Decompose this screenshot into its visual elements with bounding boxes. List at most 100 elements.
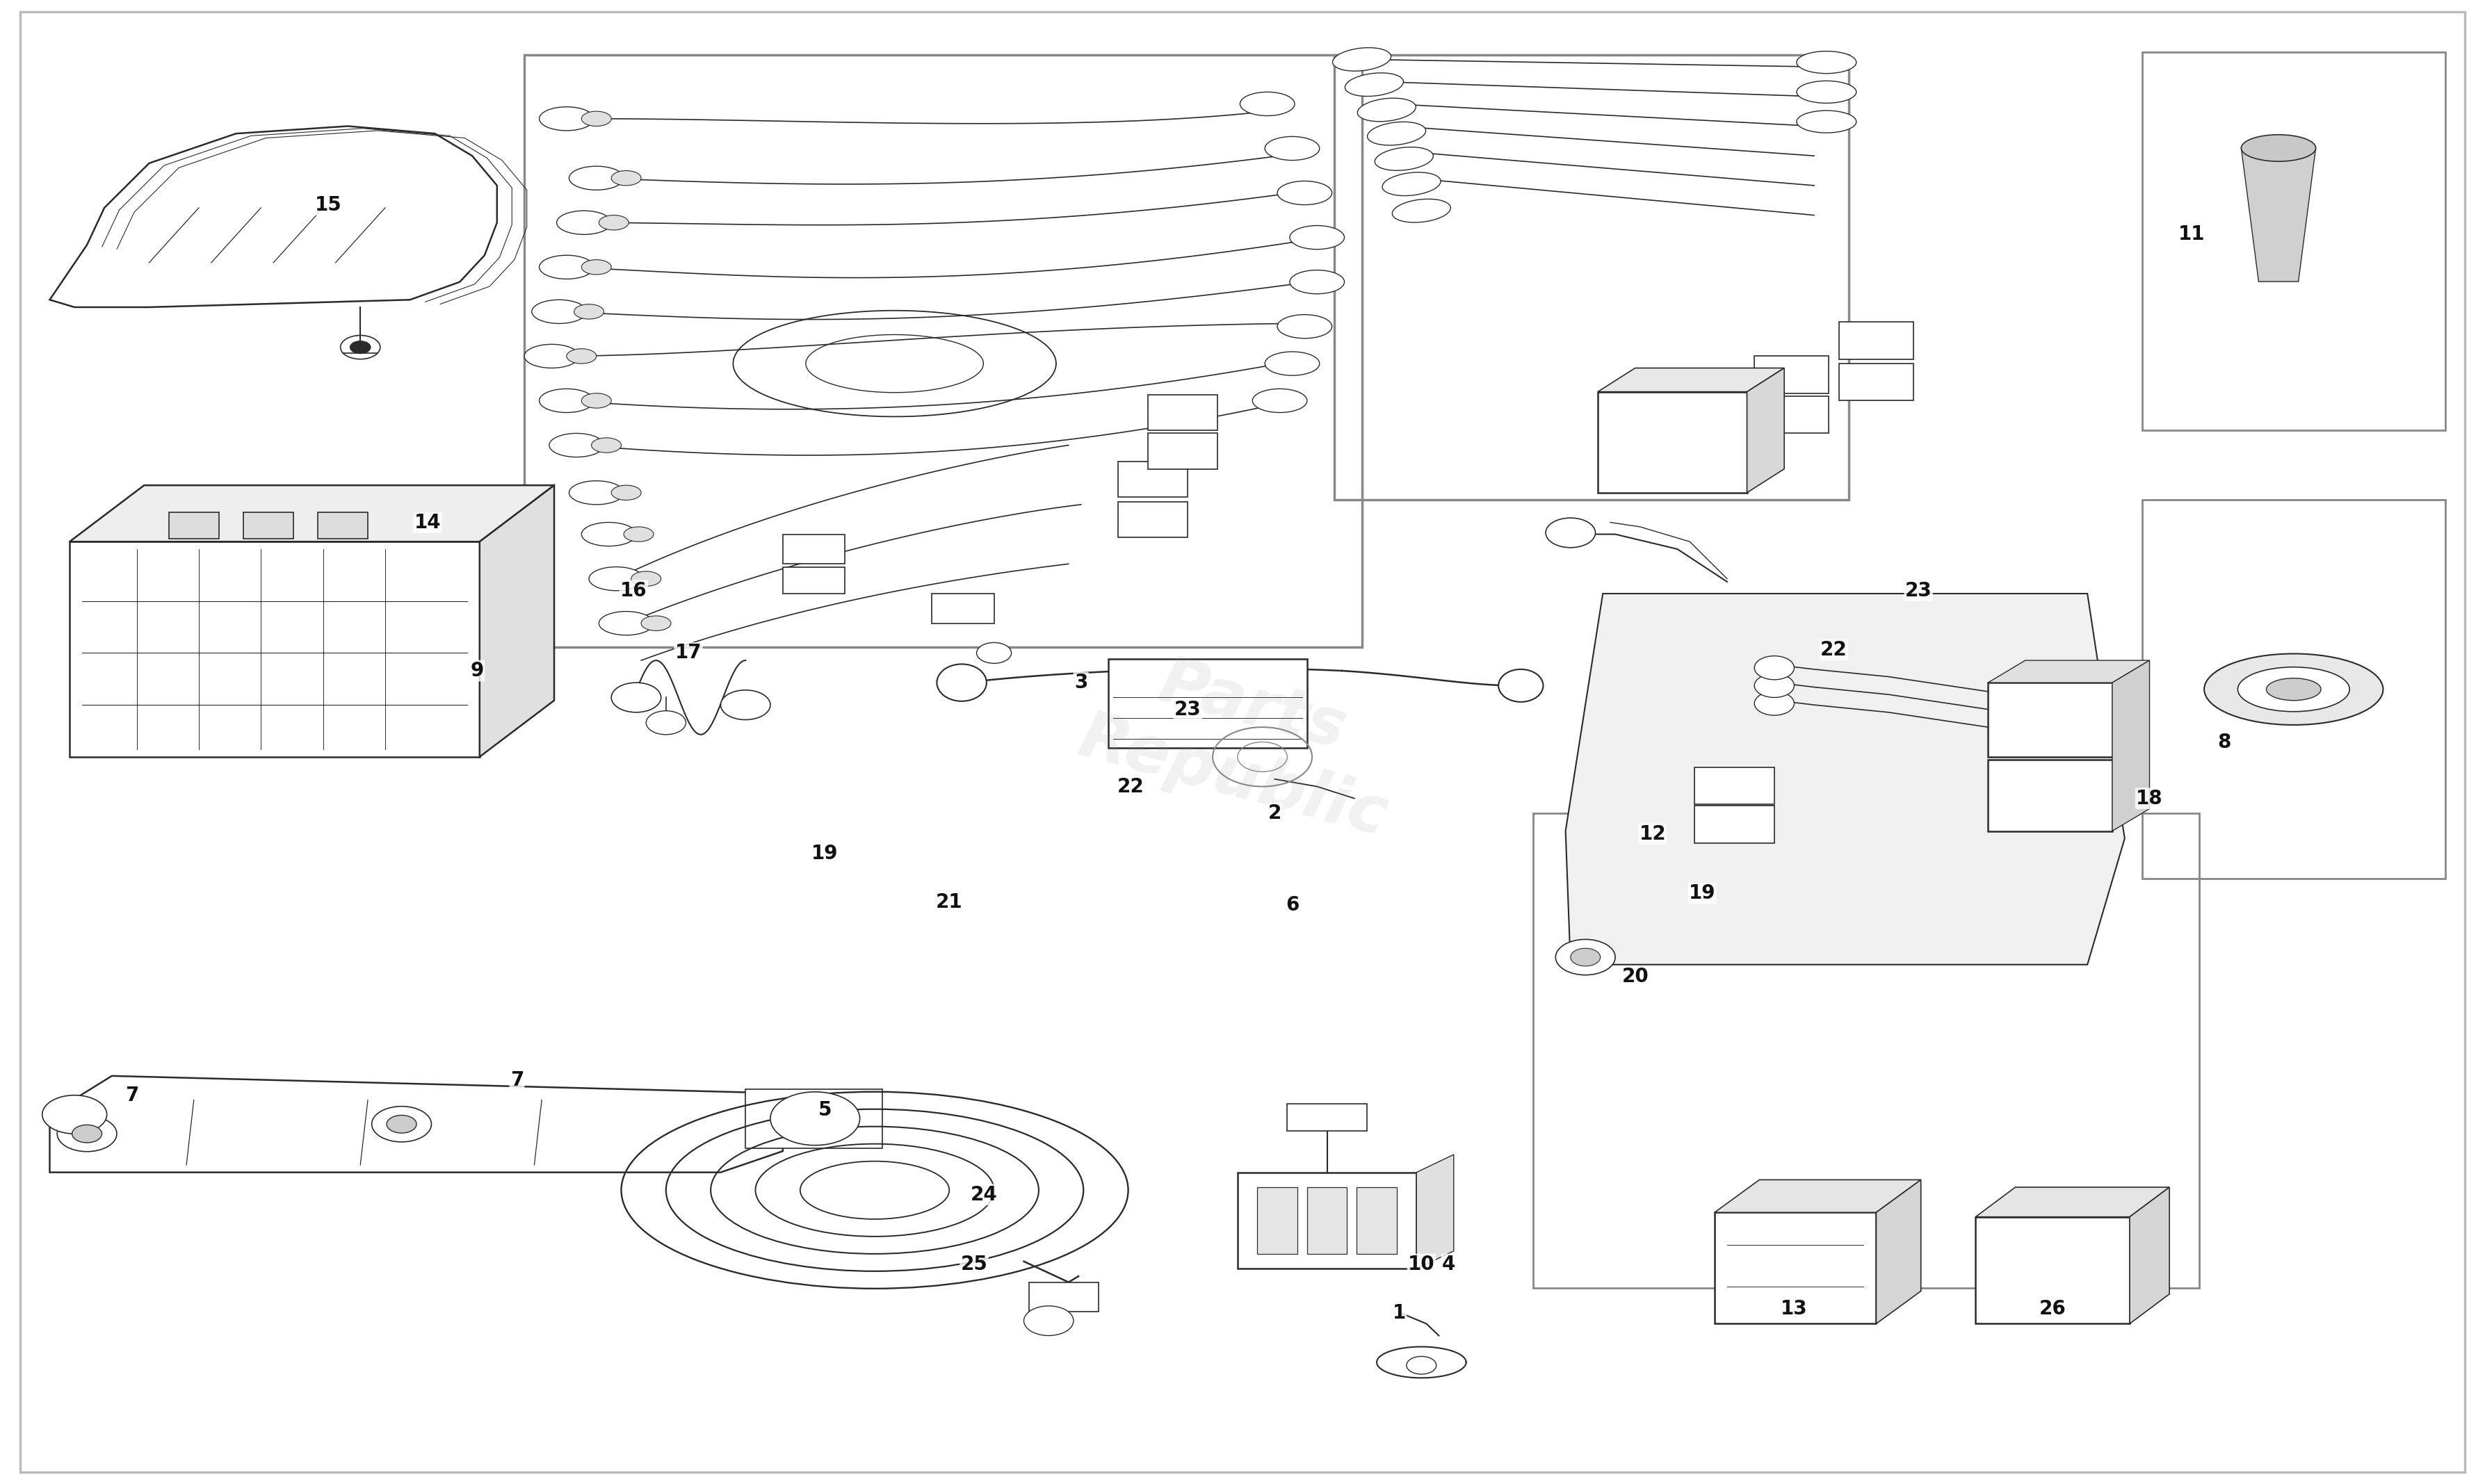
Ellipse shape xyxy=(557,211,611,234)
Bar xyxy=(1118,502,1188,537)
Text: 6: 6 xyxy=(1285,895,1300,916)
Text: 25: 25 xyxy=(962,1254,987,1275)
Circle shape xyxy=(1571,948,1600,966)
Text: 13: 13 xyxy=(1782,1298,1807,1319)
Ellipse shape xyxy=(591,438,621,453)
Ellipse shape xyxy=(1344,73,1404,96)
Text: 17: 17 xyxy=(676,643,701,663)
Circle shape xyxy=(1754,674,1794,697)
Bar xyxy=(783,534,845,564)
Ellipse shape xyxy=(599,611,654,635)
Circle shape xyxy=(770,1092,860,1146)
Ellipse shape xyxy=(569,481,624,505)
Ellipse shape xyxy=(2266,678,2321,700)
Bar xyxy=(1029,1282,1098,1312)
Text: 12: 12 xyxy=(1640,824,1665,844)
Circle shape xyxy=(1407,1356,1436,1374)
Bar xyxy=(318,512,368,539)
Circle shape xyxy=(350,341,370,353)
Ellipse shape xyxy=(2204,653,2383,726)
Ellipse shape xyxy=(1290,226,1344,249)
Text: 16: 16 xyxy=(621,580,646,601)
Text: 4: 4 xyxy=(1441,1254,1456,1275)
Polygon shape xyxy=(50,126,497,307)
Bar xyxy=(1715,1212,1876,1324)
Text: 9: 9 xyxy=(470,660,485,681)
Ellipse shape xyxy=(631,571,661,586)
Circle shape xyxy=(721,690,770,720)
Polygon shape xyxy=(1876,1180,1921,1324)
Ellipse shape xyxy=(567,349,596,364)
Polygon shape xyxy=(1598,368,1784,392)
Ellipse shape xyxy=(641,616,671,631)
Circle shape xyxy=(977,643,1011,663)
Ellipse shape xyxy=(1332,47,1392,71)
Bar xyxy=(2142,52,2445,430)
Bar xyxy=(1695,806,1774,843)
Bar xyxy=(1307,1187,1347,1254)
Ellipse shape xyxy=(1392,199,1451,223)
Ellipse shape xyxy=(581,522,636,546)
Circle shape xyxy=(1754,656,1794,680)
Ellipse shape xyxy=(589,567,644,591)
Ellipse shape xyxy=(611,485,641,500)
Text: 15: 15 xyxy=(316,194,340,215)
Polygon shape xyxy=(1976,1187,2169,1217)
Ellipse shape xyxy=(624,527,654,542)
Bar xyxy=(932,594,994,623)
Text: 23: 23 xyxy=(1175,699,1200,720)
Bar xyxy=(1754,356,1829,393)
Bar xyxy=(70,542,480,757)
Bar xyxy=(1988,760,2112,831)
Ellipse shape xyxy=(581,393,611,408)
Bar xyxy=(1976,1217,2130,1324)
Bar xyxy=(1118,462,1188,497)
Ellipse shape xyxy=(1367,122,1426,145)
Text: 24: 24 xyxy=(972,1184,996,1205)
Ellipse shape xyxy=(539,107,594,131)
Circle shape xyxy=(646,711,686,735)
Ellipse shape xyxy=(1797,52,1856,74)
Polygon shape xyxy=(1747,368,1784,493)
Ellipse shape xyxy=(1357,98,1416,122)
Text: 21: 21 xyxy=(937,892,962,913)
Ellipse shape xyxy=(1374,147,1434,171)
Polygon shape xyxy=(1416,1155,1454,1269)
Bar xyxy=(2142,500,2445,879)
Text: 5: 5 xyxy=(818,1100,832,1120)
Ellipse shape xyxy=(937,665,987,700)
Polygon shape xyxy=(2112,660,2150,831)
Text: 2: 2 xyxy=(1267,803,1282,824)
Ellipse shape xyxy=(539,255,594,279)
Text: 19: 19 xyxy=(1690,883,1715,904)
Bar xyxy=(1257,1187,1297,1254)
Bar xyxy=(746,1089,882,1149)
Text: 26: 26 xyxy=(2040,1298,2065,1319)
Ellipse shape xyxy=(1498,669,1543,702)
Circle shape xyxy=(611,683,661,712)
Bar xyxy=(1695,767,1774,804)
Bar xyxy=(524,55,1362,647)
Polygon shape xyxy=(1715,1180,1921,1212)
Bar xyxy=(1839,322,1913,359)
Text: 18: 18 xyxy=(2137,788,2162,809)
Ellipse shape xyxy=(1797,80,1856,104)
Circle shape xyxy=(1024,1306,1074,1336)
Circle shape xyxy=(57,1116,117,1152)
Ellipse shape xyxy=(574,304,604,319)
Bar xyxy=(169,512,219,539)
Text: 20: 20 xyxy=(1623,966,1648,987)
Bar xyxy=(1988,683,2112,757)
Bar xyxy=(1108,659,1307,748)
Circle shape xyxy=(1754,692,1794,715)
Text: 11: 11 xyxy=(2179,224,2204,245)
Text: 22: 22 xyxy=(1822,640,1846,660)
Ellipse shape xyxy=(1240,92,1295,116)
Text: 14: 14 xyxy=(415,512,440,533)
Polygon shape xyxy=(2241,148,2316,282)
Text: 23: 23 xyxy=(1906,580,1931,601)
Ellipse shape xyxy=(1277,181,1332,205)
Ellipse shape xyxy=(1277,315,1332,338)
Circle shape xyxy=(1546,518,1595,548)
Circle shape xyxy=(42,1095,107,1134)
